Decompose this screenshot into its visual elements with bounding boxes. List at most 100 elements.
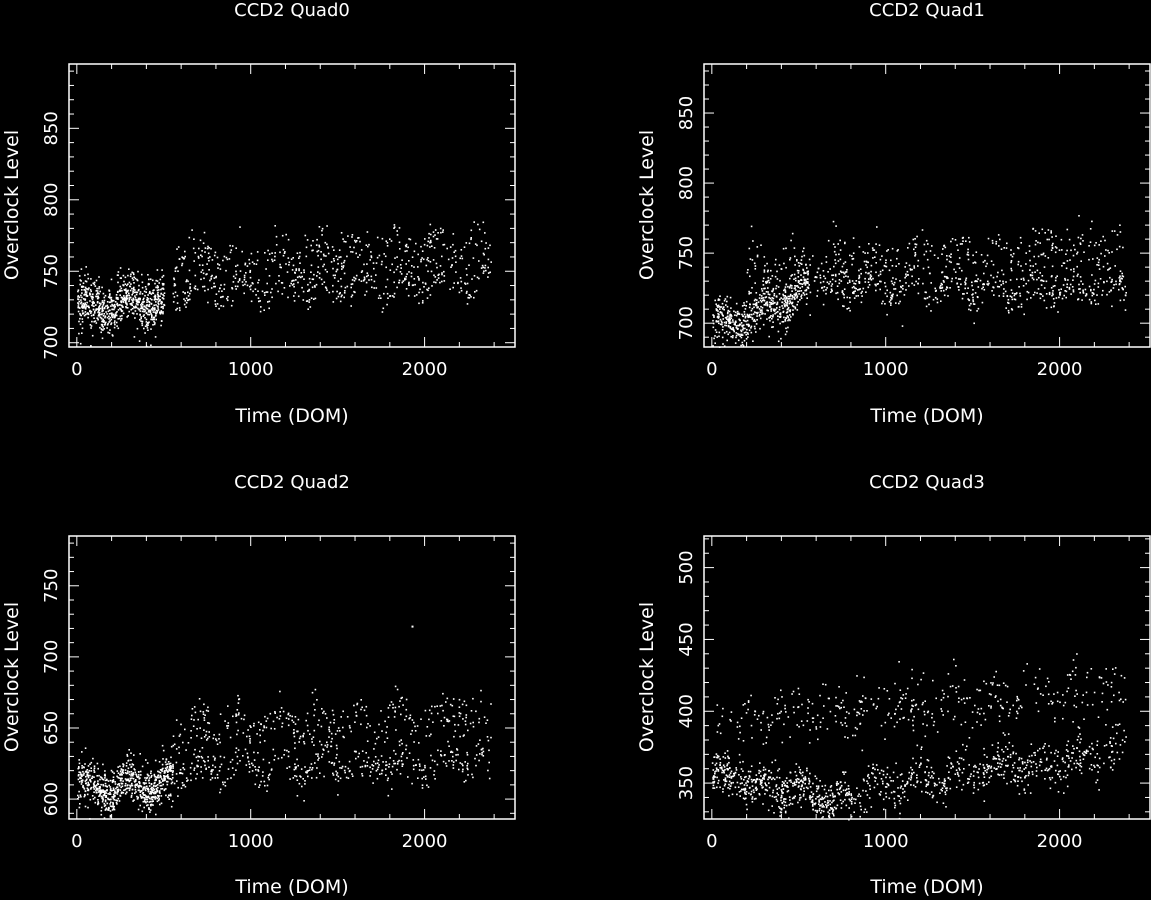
data-point [226, 727, 229, 729]
data-point [773, 293, 776, 295]
data-point [346, 716, 349, 718]
data-point [868, 243, 870, 245]
data-point [169, 762, 172, 765]
data-point [99, 304, 101, 307]
data-point [386, 278, 389, 281]
data-point [934, 296, 937, 299]
data-point [168, 763, 171, 765]
data-point [295, 766, 297, 768]
plot-frame [703, 535, 1151, 820]
data-point [787, 300, 789, 303]
data-point [761, 311, 763, 313]
data-point [256, 733, 258, 735]
data-point [78, 806, 81, 809]
data-point [925, 250, 928, 253]
data-point [964, 282, 967, 285]
data-point [771, 326, 773, 328]
data-point [742, 329, 744, 331]
data-point [453, 735, 455, 738]
data-point [719, 295, 721, 297]
data-point [331, 246, 334, 248]
data-point [134, 786, 137, 789]
data-point [237, 281, 240, 283]
data-point [168, 768, 170, 771]
data-point [93, 767, 96, 769]
data-point [78, 275, 81, 277]
data-point [408, 260, 410, 262]
data-point [774, 308, 777, 311]
data-point [103, 296, 106, 299]
data-point [342, 710, 344, 713]
data-point [1090, 301, 1093, 303]
data-point [85, 306, 87, 308]
data-point [224, 720, 226, 722]
data-point [712, 326, 715, 329]
data-point [1073, 268, 1075, 270]
data-point [133, 768, 135, 770]
data-point [98, 276, 100, 278]
data-point [235, 247, 237, 249]
chart-title: CCD2 Quad0 [234, 0, 350, 21]
data-point [108, 313, 111, 315]
data-point [446, 247, 448, 250]
data-point [158, 282, 160, 284]
data-point [202, 285, 204, 288]
data-point [813, 280, 816, 282]
data-point [745, 793, 747, 795]
data-point [109, 301, 112, 303]
data-point [102, 784, 105, 787]
data-point [822, 270, 825, 272]
data-point [764, 313, 766, 315]
data-point [798, 799, 801, 801]
data-point [116, 786, 118, 789]
data-point [237, 702, 240, 704]
data-point [333, 719, 336, 721]
data-point [267, 301, 269, 303]
data-point [909, 268, 912, 270]
data-point [772, 302, 775, 304]
data-point [162, 758, 164, 760]
data-point [885, 259, 887, 261]
data-point [117, 309, 120, 311]
data-point [194, 748, 196, 751]
data-point [78, 332, 80, 335]
data-point [995, 243, 997, 245]
data-point [975, 251, 978, 253]
data-point [1076, 265, 1078, 268]
data-point [147, 305, 150, 307]
data-point [139, 291, 142, 293]
data-point [748, 306, 751, 309]
data-point [477, 743, 480, 745]
data-point [172, 763, 174, 766]
data-point [899, 280, 901, 282]
data-point [814, 276, 816, 279]
data-point [751, 313, 753, 316]
data-point [148, 305, 151, 308]
data-point [251, 770, 254, 772]
data-point [175, 773, 178, 775]
data-point [774, 312, 776, 315]
data-point [436, 705, 438, 707]
data-point [739, 333, 741, 336]
data-point [263, 309, 265, 311]
data-point [846, 308, 848, 310]
data-point [156, 298, 159, 301]
data-point [287, 238, 290, 241]
data-point [136, 313, 138, 315]
data-point [1082, 289, 1084, 292]
data-point [713, 314, 715, 317]
data-point [179, 772, 181, 775]
data-point [927, 266, 930, 269]
data-point [1065, 253, 1067, 255]
data-point [92, 293, 94, 295]
data-point [850, 815, 853, 818]
data-point [488, 777, 491, 780]
data-point [203, 285, 206, 288]
data-point [81, 292, 83, 294]
data-point [777, 340, 780, 343]
data-point [138, 771, 140, 773]
data-point [785, 304, 787, 306]
data-point [821, 287, 823, 289]
data-point [84, 274, 86, 277]
data-point [262, 758, 265, 761]
